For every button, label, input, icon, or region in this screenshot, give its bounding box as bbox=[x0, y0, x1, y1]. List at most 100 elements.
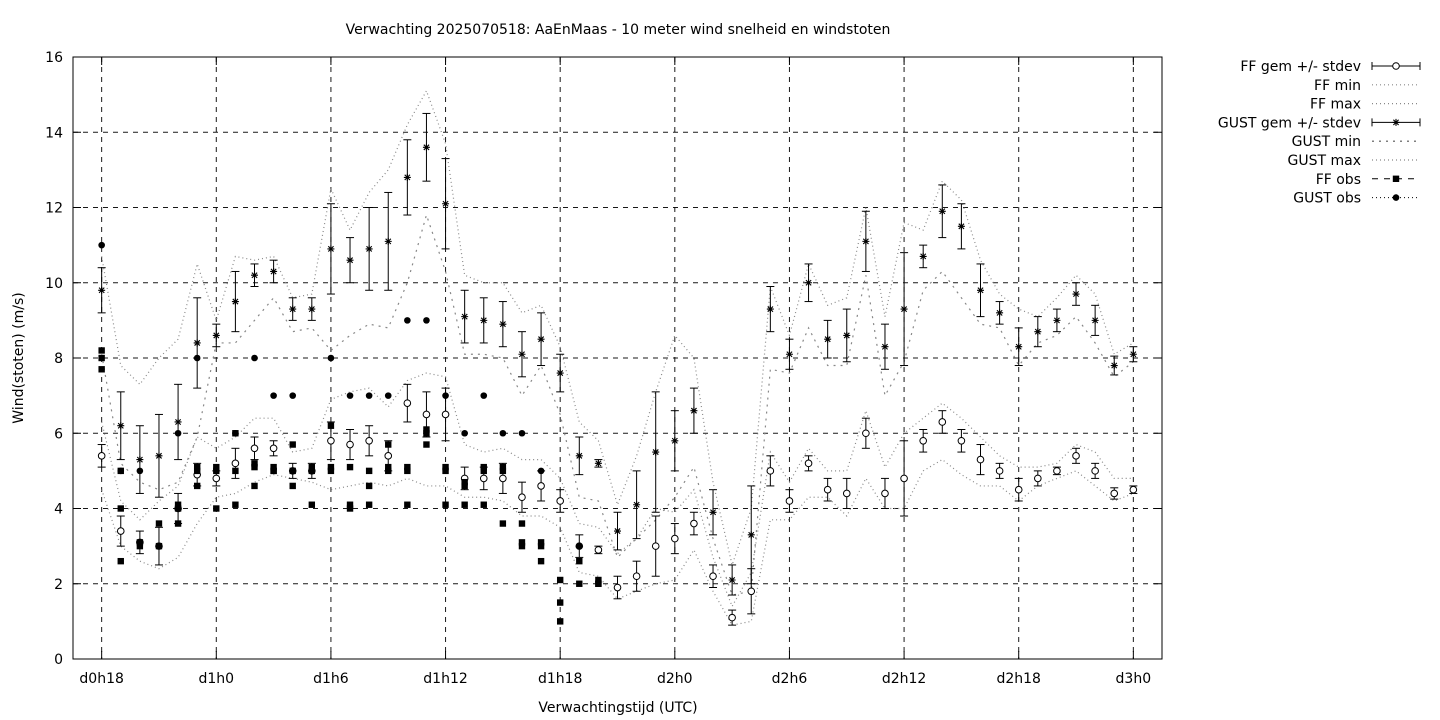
ff-mean-point bbox=[785, 497, 794, 505]
gust-mean-point bbox=[346, 256, 354, 264]
gust-obs-point bbox=[251, 354, 258, 362]
gust-obs-point bbox=[174, 429, 182, 437]
x-tick-label: d2h0 bbox=[657, 671, 693, 687]
gust-mean-point bbox=[422, 143, 430, 151]
x-tick-label: d1h12 bbox=[423, 671, 467, 687]
ff-mean-point bbox=[1034, 474, 1042, 483]
ff-obs-point bbox=[499, 520, 507, 527]
gust-obs-point bbox=[499, 429, 507, 437]
y-tick-label: 4 bbox=[54, 502, 63, 518]
gust-mean-point bbox=[938, 207, 946, 215]
ff-mean-point bbox=[1072, 452, 1080, 460]
ff-obs-point bbox=[193, 463, 201, 471]
gust-mean-point bbox=[442, 200, 450, 208]
ff-obs-point bbox=[461, 478, 468, 486]
ff-mean-point bbox=[709, 572, 717, 581]
ff-mean-point bbox=[804, 459, 813, 468]
gust-mean-point bbox=[518, 350, 526, 358]
gust-mean-point bbox=[862, 237, 870, 245]
ff-obs-point bbox=[423, 430, 430, 437]
ff-mean-point bbox=[537, 482, 545, 490]
ff-obs-point bbox=[270, 463, 277, 471]
ff-obs-point bbox=[480, 501, 487, 508]
ff-mean-point bbox=[250, 444, 259, 453]
legend-label: FF min bbox=[1314, 78, 1361, 94]
legend-marker bbox=[1392, 194, 1400, 201]
gust-mean-point bbox=[1129, 350, 1137, 358]
ff-mean-point bbox=[1110, 489, 1119, 498]
ff-mean-point bbox=[976, 455, 985, 464]
gust-obs-point bbox=[270, 392, 277, 399]
ff-obs-point bbox=[518, 520, 526, 527]
gust-mean-point bbox=[824, 335, 832, 343]
ff-mean-point bbox=[231, 459, 240, 468]
x-axis-label: Verwachtingstijd (UTC) bbox=[538, 700, 697, 716]
ff-obs-point bbox=[213, 463, 220, 471]
ff-obs-point bbox=[193, 482, 201, 490]
ff-obs-point bbox=[537, 542, 545, 550]
ff-obs-point bbox=[480, 467, 487, 475]
ff-obs-point bbox=[556, 599, 564, 606]
ff-mean-point bbox=[346, 440, 354, 449]
ff-obs-point bbox=[518, 542, 526, 550]
ff-mean-point bbox=[403, 399, 412, 407]
ff-obs-point bbox=[193, 467, 201, 475]
ff-mean-point bbox=[384, 452, 393, 460]
gust-mean-point bbox=[289, 305, 297, 313]
ff-mean-point bbox=[823, 485, 832, 494]
gust-mean-point bbox=[174, 418, 182, 426]
y-tick-label: 12 bbox=[45, 201, 63, 217]
gust-obs-point bbox=[98, 241, 105, 249]
gust-mean-point bbox=[480, 316, 488, 324]
legend-marker bbox=[1392, 62, 1400, 70]
ff-obs-point bbox=[155, 520, 163, 527]
ff-obs-point bbox=[327, 463, 335, 471]
legend: FF gem +/- stdev FF min FF max GUST gem +/-… bbox=[1218, 59, 1421, 207]
gust-mean-point bbox=[766, 305, 774, 313]
gust-mean-point bbox=[403, 173, 411, 181]
ff-mean-point bbox=[995, 467, 1004, 475]
ff-obs-point bbox=[365, 482, 373, 490]
legend-label: FF max bbox=[1310, 97, 1361, 113]
ff-mean-point bbox=[747, 587, 756, 596]
x-tick-label: d2h18 bbox=[996, 671, 1040, 687]
ff-obs-point bbox=[174, 505, 182, 512]
y-tick-label: 6 bbox=[54, 426, 63, 442]
gust-mean-point bbox=[900, 305, 908, 313]
ff-obs-point bbox=[136, 539, 144, 546]
gust-mean-point bbox=[709, 508, 717, 516]
y-axis-label: Wind(stoten) (m/s) bbox=[11, 292, 27, 423]
gust-mean-point bbox=[117, 422, 125, 430]
gust-obs-point bbox=[442, 392, 449, 399]
ff-obs-point bbox=[499, 467, 507, 475]
legend-marker bbox=[1392, 175, 1400, 182]
gust-mean-point bbox=[957, 222, 965, 230]
ff-obs-point bbox=[385, 463, 392, 471]
gust-mean-point bbox=[1053, 316, 1061, 324]
gust-mean-point bbox=[1110, 362, 1118, 370]
ff-obs-point bbox=[461, 501, 468, 508]
ff-mean-point bbox=[1053, 467, 1061, 475]
x-tick-label: d1h6 bbox=[313, 671, 349, 687]
ff-obs-point bbox=[537, 557, 545, 565]
ff-obs-point bbox=[461, 482, 468, 490]
gust-max-line bbox=[101, 89, 1134, 568]
gust-mean-point bbox=[537, 335, 545, 343]
ff-mean-point bbox=[862, 429, 870, 438]
ff-obs-point bbox=[576, 557, 583, 565]
ff-obs-point bbox=[595, 580, 602, 587]
ff-obs-point bbox=[270, 467, 277, 475]
x-tick-label: d3h0 bbox=[1116, 671, 1152, 687]
gust-min-polyline bbox=[101, 212, 1134, 596]
gust-mean-point bbox=[575, 452, 583, 460]
ff-obs-point bbox=[174, 520, 182, 527]
gust-mean-point bbox=[556, 369, 564, 377]
gust-mean-point bbox=[384, 237, 392, 245]
ff-obs-point bbox=[556, 576, 564, 584]
x-tick-label: d2h6 bbox=[772, 671, 808, 687]
gust-obs-point bbox=[289, 392, 297, 399]
ff-obs-point bbox=[518, 539, 526, 546]
ff-mean-point bbox=[269, 444, 278, 453]
ff-obs-point bbox=[98, 347, 105, 354]
gust-obs-point bbox=[193, 354, 201, 362]
